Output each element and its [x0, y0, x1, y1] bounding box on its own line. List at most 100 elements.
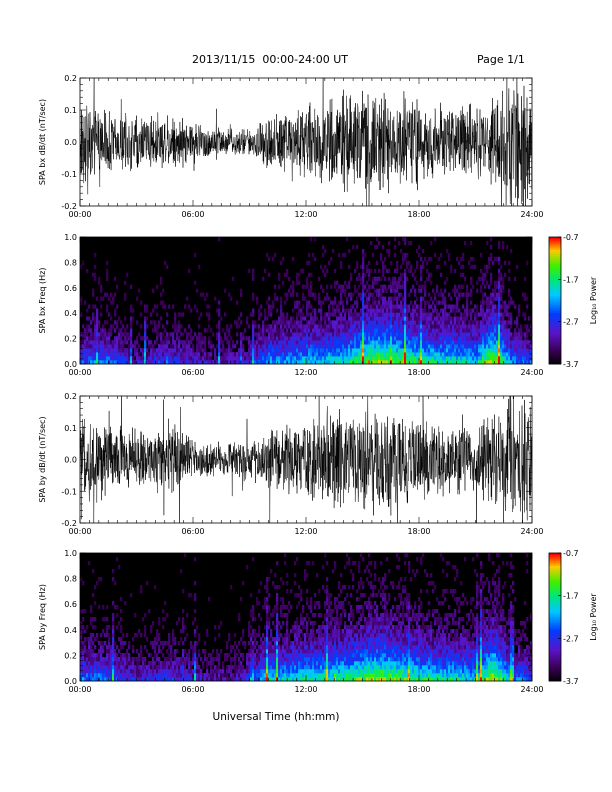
spectrogram-cell [414, 348, 417, 353]
spectrogram-cell [258, 332, 261, 337]
spectrogram-cell [470, 328, 473, 333]
spectrogram-cell [98, 360, 101, 365]
spectrogram-cell [252, 673, 255, 678]
colorbar-segment [549, 344, 561, 348]
spectrogram-cell [412, 324, 415, 329]
spectrogram-cell [268, 296, 271, 301]
spectrogram-cell [514, 332, 517, 337]
spectrogram-cell [512, 348, 515, 353]
spectrogram-cell [212, 344, 215, 349]
spectrogram-cell [410, 268, 413, 274]
spectrogram-cell [442, 352, 445, 357]
spectrogram-cell [430, 340, 433, 345]
spectrogram-cell [104, 336, 107, 341]
spectrogram-cell [102, 661, 105, 666]
spectrogram-cell [144, 324, 147, 329]
spectrogram-cell [310, 336, 313, 341]
spectrogram-cell [462, 272, 465, 277]
spectrogram-cell [138, 661, 141, 666]
spectrogram-cell [204, 340, 207, 345]
spectrogram-cell [348, 264, 351, 270]
spectrogram-cell [272, 324, 275, 329]
spectrogram-cell [410, 332, 413, 337]
spectrogram-cell [334, 352, 337, 357]
spectrogram-cell [284, 553, 287, 558]
spectrogram-cell [184, 356, 187, 361]
spectrogram-cell [194, 665, 197, 670]
spectrogram-cell [168, 641, 171, 646]
spectrogram-cell [400, 264, 403, 270]
spectrogram-cell [314, 308, 317, 313]
spectrogram-cell [486, 356, 489, 361]
spectrogram-cell [194, 649, 197, 654]
spectrogram-cell [496, 348, 499, 353]
spectrogram-cell [502, 356, 505, 361]
spectrogram-cell [162, 617, 165, 622]
spectrogram-cell [400, 344, 403, 349]
spectrogram-cell [476, 360, 479, 365]
spectrogram-cell [164, 260, 167, 266]
spectrogram-cell [272, 621, 275, 626]
spectrogram-cell [464, 320, 467, 325]
spectrogram-cell [340, 352, 343, 357]
spectrogram-cell [206, 633, 209, 638]
spectrogram-cell [502, 244, 505, 250]
spectrogram-cell [216, 653, 219, 658]
spectrogram-cell [94, 340, 97, 345]
spectrogram-cell [282, 601, 285, 606]
spectrogram-cell [138, 288, 141, 293]
spectrogram-cell [100, 356, 103, 361]
spectrogram-cell [366, 344, 369, 349]
spectrogram-cell [108, 328, 111, 333]
spectrogram-cell [484, 332, 487, 337]
spectrogram-cell [496, 328, 499, 333]
spectrogram-cell [180, 637, 183, 642]
spectrogram-cell [520, 356, 523, 361]
spectrogram-cell [500, 360, 503, 365]
spectrogram-cell [96, 324, 99, 329]
spectrogram-cell [470, 344, 473, 349]
spectrogram-cell [268, 312, 271, 317]
spectrogram-cell [496, 352, 499, 357]
spectrogram-cell [276, 352, 279, 357]
spectrogram-cell [266, 348, 269, 353]
spectrogram-cell [188, 332, 191, 337]
spectrogram-cell [286, 589, 289, 594]
spectrogram-cell [150, 661, 153, 666]
spectrogram-cell [368, 332, 371, 337]
spectrogram-cell [318, 352, 321, 357]
spectrogram-cell [324, 352, 327, 357]
spectrogram-cells [80, 553, 533, 682]
spectrogram-cell [270, 661, 273, 666]
spectrogram-cell [304, 324, 307, 329]
spectrogram-cell [474, 264, 477, 270]
spectrogram-cell [404, 280, 407, 285]
spectrogram-cell [186, 296, 189, 301]
spectrogram-cell [284, 637, 287, 642]
spectrogram-cell [106, 360, 109, 365]
spectrogram-cell [176, 673, 179, 678]
spectrogram-cell [100, 332, 103, 337]
spectrogram-cell [174, 312, 177, 317]
spectrogram-cell [188, 593, 191, 598]
spectrogram-cell [82, 669, 85, 674]
spectrogram-cell [466, 344, 469, 349]
spectrogram-cell [118, 332, 121, 337]
spectrogram-cell [456, 296, 459, 301]
spectrogram-cell [80, 264, 83, 270]
spectrogram-cell [520, 336, 523, 341]
spectrogram-cell [318, 300, 321, 305]
spectrogram-cell [502, 300, 505, 305]
spectrogram-cell [198, 324, 201, 329]
spectrogram-cell [402, 312, 405, 317]
spectrogram-cell [274, 669, 277, 674]
spectrogram-cell [402, 284, 405, 289]
spectrogram-cell [344, 352, 347, 357]
spectrogram-cell [252, 633, 255, 638]
spectrogram-cell [364, 336, 367, 341]
spectrogram-cell [430, 356, 433, 361]
spectrogram-cell [288, 657, 291, 662]
spectrogram-cell [282, 336, 285, 341]
spectrogram-cell [228, 352, 231, 357]
spectrogram-cell [398, 240, 401, 246]
